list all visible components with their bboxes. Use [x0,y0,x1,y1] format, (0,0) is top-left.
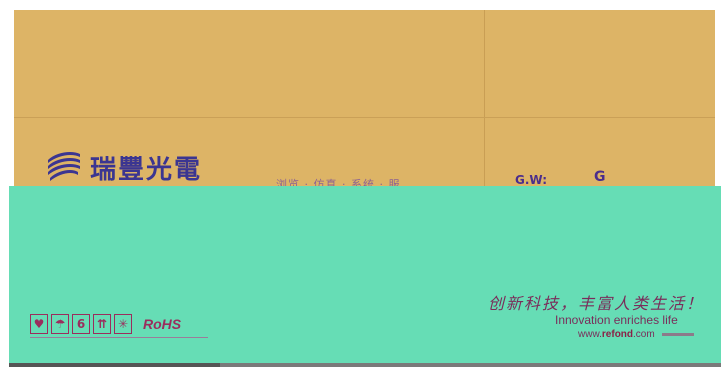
keep-dry-icon: ☂ [51,314,69,334]
handling-symbols: ♥ ☂ 6 ⇈ ✳ RoHS [30,314,181,334]
gross-weight-unit: G [594,169,606,185]
symbols-underline [30,337,208,338]
website-bar [662,333,694,336]
carton-seam-vertical [484,10,485,186]
stack-limit-icon: 6 [72,314,90,334]
brand-logo-icon [48,152,80,181]
website-domain: refond [601,329,634,340]
website-suffix: .com [633,329,655,340]
rohs-mark: RoHS [143,316,182,332]
this-way-up-icon: ⇈ [93,314,111,334]
brand-name-cn: 瑞豐光電 [90,156,203,185]
slogan-cn: 创新科技，丰富人类生活！ [488,294,705,313]
gross-weight-label: G.W: [515,173,548,187]
slogan-en: Innovation enriches life [555,313,678,327]
carton-seam-horizontal [14,117,715,118]
floor-shadow-right [220,363,721,367]
fragile-icon: ♥ [30,314,48,334]
website-url: www.refond.com [578,329,655,340]
website-prefix: www. [578,329,602,340]
carton-top-panel [14,10,715,186]
top-strip [0,0,721,10]
keep-from-sunlight-icon: ✳ [114,314,132,334]
